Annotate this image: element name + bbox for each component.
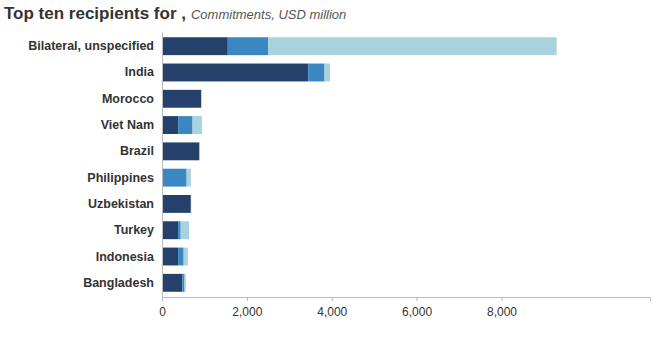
bar-segment <box>162 116 178 134</box>
tick: 4,000 <box>317 297 347 319</box>
title: Top ten recipients for , <box>4 4 186 23</box>
bar-segment <box>190 195 191 213</box>
bar-segment <box>162 169 187 187</box>
tick-mark <box>332 297 333 301</box>
category-tick: Morocco <box>102 92 162 106</box>
bar-segment <box>162 64 308 82</box>
y-axis: Bilateral, unspecified India Morocco Viet N… <box>28 33 162 298</box>
category-label: Morocco <box>102 92 154 106</box>
bar-segment <box>162 274 182 292</box>
bar-segment <box>162 90 201 108</box>
category-tick: Viet Nam <box>101 118 162 132</box>
tick-mark <box>417 297 418 301</box>
bar-segment <box>182 274 184 292</box>
tick-mark <box>501 297 502 301</box>
category-label: Bilateral, unspecified <box>28 39 154 53</box>
series <box>162 37 325 291</box>
bar-segment <box>178 248 184 266</box>
tick-mark <box>247 297 248 301</box>
category-label: Philippines <box>87 171 154 185</box>
tick: 6,000 <box>402 297 432 319</box>
category-tick: Philippines <box>87 171 162 185</box>
bar-segment <box>201 90 203 108</box>
category-tick: Indonesia <box>96 250 162 264</box>
series <box>181 37 557 291</box>
bar-segment <box>190 195 191 213</box>
bar-segment <box>181 221 189 239</box>
y-axis-line <box>162 33 163 298</box>
bar-segment <box>201 90 202 108</box>
category-tick: Bilateral, unspecified <box>28 39 162 53</box>
category-label: Indonesia <box>96 250 155 264</box>
category-label: Brazil <box>120 144 154 158</box>
plot: 0 2,000 4,000 6,000 8,000 Bilateral, unspecif… <box>28 33 650 319</box>
bar-segment <box>199 142 200 160</box>
bar-segment <box>162 248 178 266</box>
category-tick: Brazil <box>120 144 162 158</box>
tick: 8,000 <box>487 297 517 319</box>
tick-label: 4,000 <box>317 305 347 319</box>
bar-segment <box>308 64 324 82</box>
series <box>162 37 308 291</box>
bar-segment <box>162 195 191 213</box>
bar-segment <box>193 116 202 134</box>
bar-segment <box>187 169 191 187</box>
category-tick: Uzbekistan <box>88 197 162 211</box>
tick-mark <box>162 297 163 301</box>
category-tick: Turkey <box>114 223 162 237</box>
x-axis-line <box>163 298 651 302</box>
bar-segment <box>325 64 331 82</box>
category-label: India <box>125 65 155 79</box>
x-axis: 0 2,000 4,000 6,000 8,000 <box>159 297 650 319</box>
category-label: Viet Nam <box>101 118 154 132</box>
category-label: Uzbekistan <box>88 197 154 211</box>
category-tick: Bangladesh <box>83 276 162 290</box>
bar-segment <box>178 116 192 134</box>
bar-segment <box>184 274 185 292</box>
tick-label: 8,000 <box>487 305 517 319</box>
bars <box>162 37 557 291</box>
tick-label: 0 <box>159 305 166 319</box>
bar-segment <box>162 142 199 160</box>
subtitle: Commitments, USD million <box>191 7 346 22</box>
category-tick: India <box>125 65 162 79</box>
chart: Top ten recipients for , Commitments, USD… <box>0 0 662 340</box>
bar-segment <box>162 37 228 55</box>
tick: 0 <box>159 297 166 319</box>
bar-segment <box>178 221 181 239</box>
category-label: Turkey <box>114 223 154 237</box>
bar-segment <box>228 37 268 55</box>
tick-label: 2,000 <box>232 305 262 319</box>
tick-label: 6,000 <box>402 305 432 319</box>
category-label: Bangladesh <box>83 276 154 290</box>
tick: 2,000 <box>232 297 262 319</box>
bar-segment <box>184 248 188 266</box>
bar-segment <box>199 142 200 160</box>
bar-segment <box>162 221 178 239</box>
bar-segment <box>268 37 557 55</box>
title-line: Top ten recipients for , Commitments, USD… <box>4 4 346 23</box>
